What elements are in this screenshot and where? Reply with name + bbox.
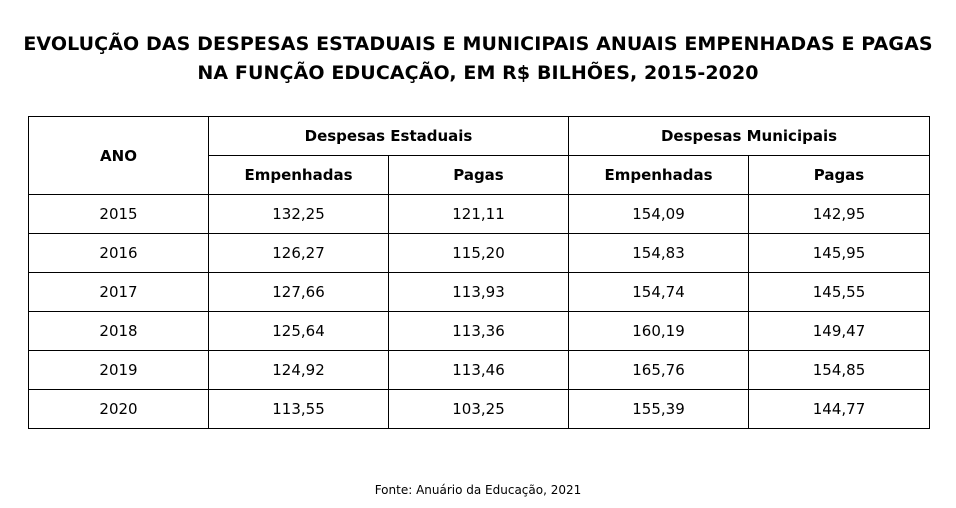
cell-ano: 2020 — [28, 389, 209, 429]
cell-municipais-pagas: 142,95 — [748, 194, 930, 234]
cell-estaduais-empenhadas: 125,64 — [208, 311, 389, 351]
cell-municipais-pagas: 145,55 — [748, 272, 930, 312]
table-row: 2017 127,66 113,93 154,74 145,55 — [28, 272, 930, 312]
cell-ano: 2018 — [28, 311, 209, 351]
cell-ano: 2017 — [28, 272, 209, 312]
cell-municipais-empenhadas: 165,76 — [568, 350, 749, 390]
cell-municipais-empenhadas: 154,83 — [568, 233, 749, 273]
table-row: 2016 126,27 115,20 154,83 145,95 — [28, 233, 930, 273]
cell-municipais-empenhadas: 160,19 — [568, 311, 749, 351]
header-group-municipais: Despesas Municipais — [568, 116, 930, 156]
header-municipais-pagas: Pagas — [748, 155, 930, 195]
cell-estaduais-pagas: 113,46 — [388, 350, 569, 390]
cell-estaduais-pagas: 103,25 — [388, 389, 569, 429]
cell-estaduais-pagas: 113,36 — [388, 311, 569, 351]
cell-estaduais-pagas: 121,11 — [388, 194, 569, 234]
cell-estaduais-pagas: 113,93 — [388, 272, 569, 312]
cell-estaduais-empenhadas: 127,66 — [208, 272, 389, 312]
header-municipais-empenhadas: Empenhadas — [568, 155, 749, 195]
cell-estaduais-empenhadas: 124,92 — [208, 350, 389, 390]
title-line-2: NA FUNÇÃO EDUCAÇÃO, EM R$ BILHÕES, 2015-… — [197, 62, 759, 84]
cell-municipais-empenhadas: 155,39 — [568, 389, 749, 429]
expenses-table: ANO Despesas Estaduais Despesas Municipa… — [28, 116, 930, 429]
table-row: 2020 113,55 103,25 155,39 144,77 — [28, 389, 930, 429]
source-note: Fonte: Anuário da Educação, 2021 — [374, 483, 582, 497]
table-row: 2015 132,25 121,11 154,09 142,95 — [28, 194, 930, 234]
cell-ano: 2019 — [28, 350, 209, 390]
cell-municipais-empenhadas: 154,74 — [568, 272, 749, 312]
table-row: 2019 124,92 113,46 165,76 154,85 — [28, 350, 930, 390]
header-ano: ANO — [28, 116, 209, 195]
cell-municipais-empenhadas: 154,09 — [568, 194, 749, 234]
header-group-estaduais: Despesas Estaduais — [208, 116, 569, 156]
header-estaduais-empenhadas: Empenhadas — [208, 155, 389, 195]
cell-municipais-pagas: 149,47 — [748, 311, 930, 351]
page-title: EVOLUÇÃO DAS DESPESAS ESTADUAIS E MUNICI… — [0, 30, 956, 88]
cell-ano: 2015 — [28, 194, 209, 234]
header-estaduais-pagas: Pagas — [388, 155, 569, 195]
cell-ano: 2016 — [28, 233, 209, 273]
title-line-1: EVOLUÇÃO DAS DESPESAS ESTADUAIS E MUNICI… — [23, 33, 933, 55]
table-header-row-columns: Empenhadas Pagas Empenhadas Pagas — [29, 155, 930, 195]
cell-municipais-pagas: 145,95 — [748, 233, 930, 273]
cell-municipais-pagas: 144,77 — [748, 389, 930, 429]
table-row: 2018 125,64 113,36 160,19 149,47 — [28, 311, 930, 351]
cell-estaduais-pagas: 115,20 — [388, 233, 569, 273]
cell-estaduais-empenhadas: 126,27 — [208, 233, 389, 273]
table-header-row-groups: ANO Despesas Estaduais Despesas Municipa… — [28, 116, 930, 195]
cell-municipais-pagas: 154,85 — [748, 350, 930, 390]
cell-estaduais-empenhadas: 113,55 — [208, 389, 389, 429]
cell-estaduais-empenhadas: 132,25 — [208, 194, 389, 234]
